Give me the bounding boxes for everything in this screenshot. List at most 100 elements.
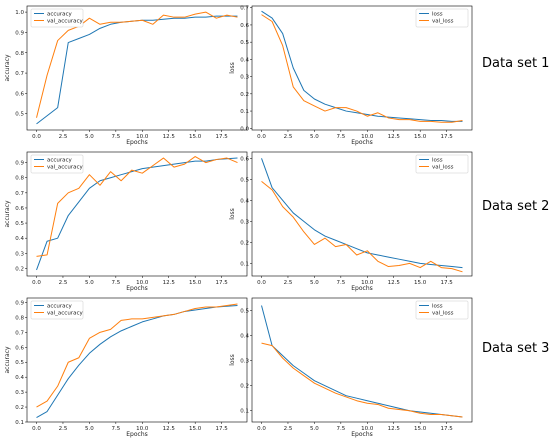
x-tick-label: 7.5 bbox=[336, 280, 345, 286]
y-tick-label: 0.6 bbox=[15, 91, 24, 97]
x-tick-label: 7.5 bbox=[111, 134, 120, 140]
y-tick-label: 0.1 bbox=[15, 420, 24, 426]
x-tick-label: 10.0 bbox=[136, 280, 149, 286]
y-tick-label: 0.8 bbox=[15, 51, 24, 57]
y-axis-label: accuracy bbox=[4, 346, 11, 374]
x-tick-label: 2.5 bbox=[59, 134, 68, 140]
x-tick-label: 7.5 bbox=[111, 280, 120, 286]
y-tick-label: 0.2 bbox=[240, 384, 249, 390]
x-tick-label: 2.5 bbox=[284, 280, 293, 286]
y-tick-label: 0.3 bbox=[240, 359, 249, 365]
x-tick-label: 5.0 bbox=[310, 134, 319, 140]
y-tick-label: 0.0 bbox=[240, 126, 249, 132]
x-tick-label: 2.5 bbox=[59, 426, 68, 432]
y-tick-label: 0.6 bbox=[15, 345, 24, 351]
x-tick-label: 10.0 bbox=[136, 134, 149, 140]
legend-label-val-accuracy: val_accuracy bbox=[47, 165, 83, 171]
plot-frame bbox=[26, 5, 248, 131]
y-tick-label: 0.4 bbox=[240, 198, 249, 204]
series-line-val-accuracy bbox=[36, 156, 238, 257]
x-tick-label: 7.5 bbox=[336, 426, 345, 432]
y-tick-label: 0.6 bbox=[15, 206, 24, 212]
plot-frame bbox=[251, 5, 473, 131]
y-tick-label: 0.3 bbox=[240, 75, 249, 81]
x-tick-label: 0.0 bbox=[32, 134, 41, 140]
legend-label-accuracy: accuracy bbox=[47, 304, 73, 310]
plot-frame bbox=[26, 151, 248, 277]
y-tick-label: 0.5 bbox=[15, 360, 24, 366]
x-tick-label: 17.5 bbox=[215, 426, 228, 432]
x-tick-label: 0.0 bbox=[257, 134, 266, 140]
x-tick-label: 0.0 bbox=[32, 426, 41, 432]
y-tick-label: 0.6 bbox=[240, 23, 249, 29]
y-tick-label: 1.0 bbox=[15, 10, 24, 16]
x-tick-label: 5.0 bbox=[310, 280, 319, 286]
series-line-val-loss bbox=[261, 342, 463, 418]
y-tick-label: 0.3 bbox=[15, 251, 24, 257]
chart-loss-set1: 0.0 2.5 5.0 7.5 10.0 12.5 15.0 17.5 0.0 0.1 0.2 0.3… bbox=[229, 5, 473, 146]
y-tick-label: 0.1 bbox=[240, 261, 249, 267]
row-label-data-set-1: Data set 1 bbox=[482, 56, 550, 71]
x-tick-label: 12.5 bbox=[163, 280, 176, 286]
y-tick-label: 0.9 bbox=[15, 161, 24, 167]
legend-label-val-accuracy: val_accuracy bbox=[47, 311, 83, 317]
x-tick-label: 15.0 bbox=[189, 134, 202, 140]
y-tick-label: 0.9 bbox=[15, 30, 24, 36]
x-axis-label: Epochs bbox=[351, 431, 373, 438]
plot-frame bbox=[26, 297, 248, 423]
y-axis-label: loss bbox=[229, 354, 236, 366]
x-tick-label: 12.5 bbox=[388, 134, 401, 140]
y-tick-label: 0.2 bbox=[240, 240, 249, 246]
y-tick-label: 0.7 bbox=[240, 6, 249, 12]
series-line-val-loss bbox=[261, 14, 463, 123]
y-tick-label: 0.2 bbox=[15, 405, 24, 411]
y-tick-label: 0.6 bbox=[240, 156, 249, 162]
chart-loss-set3: 0.0 2.5 5.0 7.5 10.0 12.5 15.0 17.5 0.1 0.2 0.3 0.4… bbox=[229, 297, 473, 438]
legend-label-val-loss: val_loss bbox=[432, 19, 454, 25]
x-tick-label: 5.0 bbox=[85, 426, 94, 432]
y-tick-label: 0.4 bbox=[240, 57, 249, 63]
x-tick-label: 0.0 bbox=[32, 280, 41, 286]
x-tick-label: 15.0 bbox=[189, 426, 202, 432]
series-line-loss bbox=[261, 10, 463, 122]
y-tick-label: 0.9 bbox=[15, 300, 24, 306]
legend-label-loss: loss bbox=[432, 12, 443, 18]
y-tick-label: 0.1 bbox=[240, 409, 249, 415]
x-tick-label: 5.0 bbox=[310, 426, 319, 432]
x-tick-label: 17.5 bbox=[440, 426, 453, 432]
x-axis-label: Epochs bbox=[126, 285, 148, 292]
y-tick-label: 0.2 bbox=[15, 266, 24, 272]
x-tick-label: 0.0 bbox=[257, 280, 266, 286]
y-axis-label: accuracy bbox=[4, 54, 11, 82]
series-line-loss bbox=[261, 305, 463, 418]
x-tick-label: 17.5 bbox=[440, 134, 453, 140]
x-tick-label: 2.5 bbox=[284, 134, 293, 140]
series-line-val-loss bbox=[261, 181, 463, 273]
y-tick-label: 0.7 bbox=[15, 330, 24, 336]
row-label-data-set-2: Data set 2 bbox=[482, 199, 550, 214]
x-axis-label: Epochs bbox=[126, 139, 148, 146]
y-tick-label: 0.4 bbox=[15, 375, 24, 381]
x-tick-label: 15.0 bbox=[189, 280, 202, 286]
x-tick-label: 15.0 bbox=[414, 426, 427, 432]
y-tick-label: 0.3 bbox=[15, 390, 24, 396]
x-axis-label: Epochs bbox=[351, 285, 373, 292]
series-line-accuracy bbox=[36, 304, 238, 418]
series-line-val-accuracy bbox=[36, 303, 238, 408]
y-tick-label: 0.4 bbox=[240, 334, 249, 340]
y-axis-label: loss bbox=[229, 62, 236, 74]
plot-frame bbox=[251, 151, 473, 277]
y-axis-label: accuracy bbox=[4, 200, 11, 228]
y-tick-label: 0.3 bbox=[240, 219, 249, 225]
x-tick-label: 10.0 bbox=[136, 426, 149, 432]
y-tick-label: 0.5 bbox=[240, 177, 249, 183]
x-tick-label: 12.5 bbox=[388, 426, 401, 432]
legend-label-val-loss: val_loss bbox=[432, 311, 454, 317]
x-tick-label: 10.0 bbox=[361, 280, 374, 286]
series-line-loss bbox=[261, 158, 463, 269]
x-tick-label: 2.5 bbox=[284, 426, 293, 432]
chart-accuracy-set1: 0.0 2.5 5.0 7.5 10.0 12.5 15.0 17.5 0.5 0.6 0.7 0.8… bbox=[4, 5, 248, 146]
chart-loss-set2: 0.0 2.5 5.0 7.5 10.0 12.5 15.0 17.5 0.1 0.2 0.3 0.4… bbox=[229, 151, 473, 292]
x-tick-label: 2.5 bbox=[59, 280, 68, 286]
x-tick-label: 0.0 bbox=[257, 426, 266, 432]
